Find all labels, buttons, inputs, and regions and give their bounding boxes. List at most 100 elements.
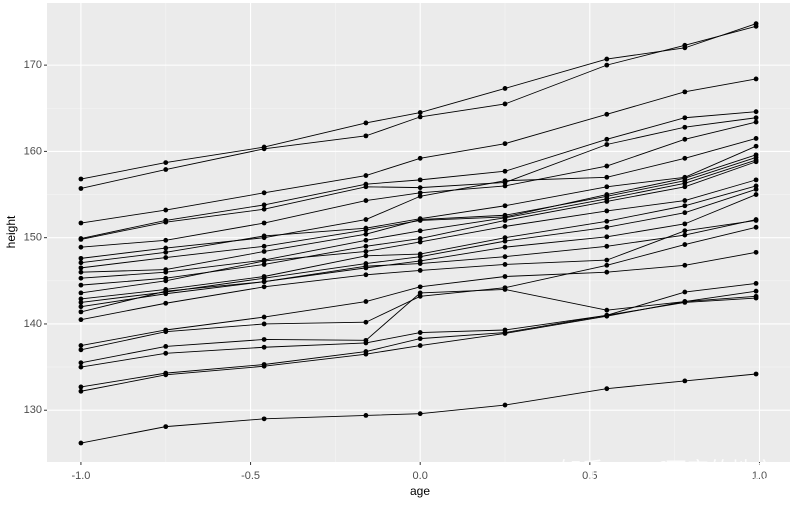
point (502, 235, 508, 241)
point (682, 42, 688, 48)
point (78, 237, 84, 242)
point (261, 243, 267, 249)
point (261, 279, 267, 285)
point (753, 224, 759, 230)
point (502, 331, 508, 336)
point (417, 411, 423, 417)
point (363, 217, 369, 222)
point (417, 293, 423, 299)
point (261, 344, 267, 350)
point (363, 351, 369, 357)
y-tick-label: 150 (24, 232, 42, 244)
point (261, 262, 267, 267)
point (682, 124, 688, 130)
point (502, 238, 508, 244)
point (363, 184, 369, 190)
point (682, 115, 688, 121)
point (363, 272, 369, 278)
point (363, 413, 369, 418)
point (417, 236, 423, 241)
point (502, 86, 508, 91)
point (363, 299, 369, 304)
point (363, 173, 369, 178)
point (753, 186, 759, 192)
y-tick-label: 140 (24, 318, 42, 330)
point (604, 163, 610, 169)
point (78, 186, 84, 191)
point (78, 269, 84, 275)
point (78, 309, 84, 315)
point (753, 371, 759, 377)
point (78, 347, 84, 353)
point (363, 249, 369, 254)
point (502, 262, 508, 267)
point (753, 293, 759, 299)
x-axis-title: age (410, 484, 430, 498)
point (502, 402, 508, 408)
point (753, 192, 759, 197)
point (261, 202, 267, 208)
point (78, 176, 84, 182)
x-tick-label: 0.0 (413, 470, 428, 482)
point (604, 313, 610, 319)
point (502, 244, 508, 250)
point (502, 141, 508, 147)
point (682, 155, 688, 161)
point (417, 284, 423, 290)
point (78, 343, 84, 348)
point (604, 386, 610, 392)
point (261, 146, 267, 152)
point (604, 174, 610, 180)
point (502, 203, 508, 209)
point (417, 239, 423, 245)
point (78, 275, 84, 281)
y-axis-title: height (4, 215, 18, 248)
point (363, 231, 369, 237)
point (753, 136, 759, 141)
point (417, 110, 423, 115)
point (604, 307, 610, 313)
point (417, 228, 423, 234)
point (753, 76, 759, 82)
point (261, 233, 267, 239)
point (261, 220, 267, 226)
point (682, 232, 688, 238)
y-tick-label: 130 (24, 404, 42, 416)
point (502, 168, 508, 174)
point (682, 242, 688, 247)
point (163, 343, 169, 349)
point (78, 296, 84, 302)
point (363, 237, 369, 243)
point (604, 62, 610, 68)
point (78, 244, 84, 250)
point (682, 210, 688, 216)
point (753, 218, 759, 223)
watermark: 知乎 @syf写字的地方 (560, 459, 775, 484)
point (753, 109, 759, 115)
point (753, 143, 759, 149)
point (78, 388, 84, 394)
point (502, 178, 508, 184)
point (417, 290, 423, 296)
point (261, 284, 267, 290)
point (78, 299, 84, 305)
x-tick-label: -1.0 (71, 470, 90, 482)
point (163, 255, 169, 260)
point (261, 314, 267, 320)
point (163, 207, 169, 213)
point (261, 249, 267, 254)
point (417, 336, 423, 342)
point (261, 190, 267, 196)
point (682, 180, 688, 186)
point (417, 330, 423, 335)
point (163, 245, 169, 251)
point (163, 160, 169, 166)
point (363, 253, 369, 259)
point (417, 114, 423, 120)
point (682, 184, 688, 190)
point (163, 237, 169, 243)
point (417, 254, 423, 260)
point (753, 177, 759, 183)
point (163, 300, 169, 306)
point (261, 275, 267, 281)
